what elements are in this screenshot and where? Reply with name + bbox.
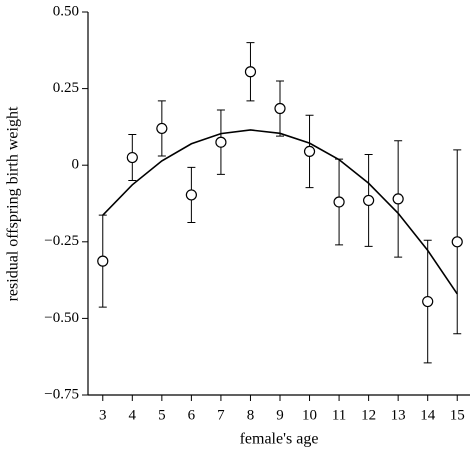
y-tick-label: 0.25 — [53, 80, 79, 96]
y-tick-label: 0 — [72, 157, 80, 173]
y-tick-label: 0.50 — [53, 3, 79, 19]
x-tick-label: 14 — [420, 407, 436, 423]
x-tick-label: 6 — [188, 407, 196, 423]
data-point — [215, 136, 227, 148]
x-tick-label: 9 — [276, 407, 284, 423]
data-point — [97, 255, 109, 267]
data-point — [185, 189, 197, 201]
x-tick-label: 11 — [332, 407, 346, 423]
data-point — [363, 194, 375, 207]
y-tick-label: −0.50 — [44, 310, 79, 326]
y-axis-title: residual offspring birth weight — [5, 106, 22, 301]
x-tick-label: 4 — [129, 407, 137, 423]
x-tick-label: 15 — [450, 407, 465, 423]
x-tick-label: 10 — [302, 407, 317, 423]
x-tick-label: 8 — [247, 407, 255, 423]
x-tick-label: 7 — [217, 407, 225, 423]
data-point — [156, 122, 168, 135]
x-tick-label: 5 — [158, 407, 166, 423]
data-point — [126, 151, 138, 164]
x-tick-label: 3 — [99, 407, 107, 423]
data-point — [422, 295, 434, 308]
data-point — [274, 102, 286, 115]
x-tick-label: 13 — [391, 407, 406, 423]
y-tick-label: −0.25 — [44, 233, 79, 249]
fit-curve — [102, 129, 458, 295]
data-point — [303, 145, 316, 158]
data-point — [333, 196, 345, 208]
y-tick-label: −0.75 — [44, 386, 79, 402]
data-point — [392, 193, 404, 205]
x-tick-label: 12 — [361, 407, 376, 423]
data-point — [244, 66, 257, 78]
data-point — [451, 236, 463, 248]
x-axis-title: female's age — [240, 431, 319, 448]
